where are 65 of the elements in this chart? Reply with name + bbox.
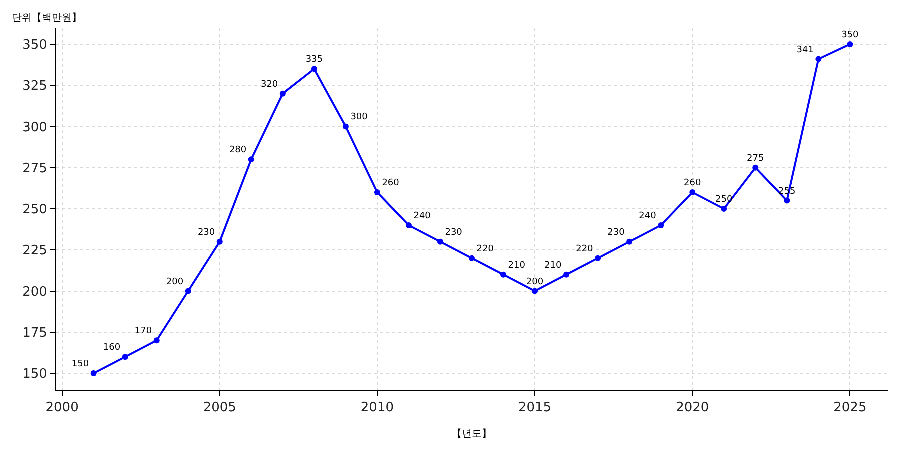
data-label: 260 — [684, 178, 702, 189]
x-tick-label: 2025 — [834, 400, 867, 416]
data-label: 341 — [796, 45, 814, 56]
point — [721, 206, 728, 212]
y-tick-label: 150 — [22, 367, 48, 382]
y-tick-label: 250 — [22, 202, 48, 218]
point — [311, 66, 318, 72]
point — [342, 124, 349, 130]
x-tick-label: 2020 — [676, 400, 710, 416]
y-tick-label: 325 — [22, 79, 48, 94]
point — [469, 255, 475, 262]
point — [248, 156, 254, 163]
point — [784, 198, 790, 204]
data-label: 160 — [103, 343, 121, 354]
data-label: 240 — [414, 211, 432, 222]
data-label: 275 — [747, 154, 764, 164]
point — [752, 164, 759, 171]
y-tick-label: 225 — [22, 244, 48, 259]
point — [500, 272, 507, 278]
data-label: 280 — [229, 146, 247, 156]
data-label: 220 — [476, 244, 494, 254]
y-tick-label: 200 — [22, 284, 48, 300]
data-label: 200 — [166, 277, 184, 288]
point — [658, 222, 664, 228]
data-label: 335 — [306, 55, 324, 66]
point — [532, 288, 538, 294]
data-label: 170 — [134, 326, 152, 337]
point — [595, 255, 602, 262]
data-label: 350 — [842, 30, 860, 40]
x-tick-label: 2005 — [203, 400, 236, 416]
data-label: 320 — [260, 80, 278, 90]
data-label: 240 — [639, 211, 657, 222]
point — [564, 272, 570, 278]
point — [847, 41, 854, 48]
x-axis-title: 【년도】 — [452, 428, 492, 440]
y-tick-label: 275 — [22, 161, 48, 176]
data-label: 230 — [608, 228, 626, 238]
y-tick-label: 175 — [22, 326, 48, 341]
point — [690, 190, 696, 196]
y-axis-title: 단위【백만원】 — [12, 12, 82, 24]
x-tick-label: 2015 — [518, 400, 552, 416]
data-label: 210 — [544, 260, 562, 271]
data-label: 210 — [508, 260, 526, 271]
data-label: 260 — [382, 178, 400, 189]
data-label: 150 — [72, 360, 90, 370]
data-label: 230 — [445, 228, 463, 238]
data-label: 230 — [198, 228, 216, 238]
point — [374, 190, 380, 196]
point — [122, 354, 128, 360]
point — [90, 370, 97, 377]
data-label: 220 — [576, 244, 594, 254]
data-label: 200 — [526, 277, 544, 288]
y-tick-label: 300 — [22, 120, 48, 136]
point — [437, 238, 444, 245]
point — [280, 90, 286, 97]
point — [406, 222, 412, 228]
point — [154, 338, 160, 344]
data-label: 300 — [350, 112, 368, 123]
y-tick-label: 350 — [22, 38, 48, 53]
point — [216, 238, 223, 245]
point — [816, 56, 822, 62]
x-tick-label: 2010 — [360, 400, 394, 416]
x-tick-label: 2000 — [46, 400, 79, 416]
point — [626, 238, 633, 245]
point — [185, 288, 192, 294]
